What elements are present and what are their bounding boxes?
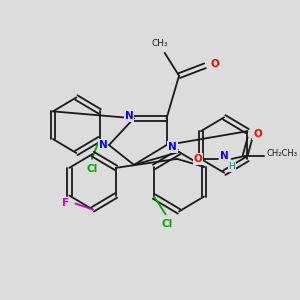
Text: N: N: [99, 140, 108, 150]
Text: O: O: [210, 59, 219, 69]
Text: N: N: [168, 142, 177, 152]
Text: N: N: [125, 111, 134, 121]
Text: CH₂CH₃: CH₂CH₃: [266, 149, 297, 158]
Text: O: O: [0, 299, 1, 300]
Text: F: F: [62, 199, 69, 208]
Text: O: O: [253, 129, 262, 139]
Text: CH₃: CH₃: [152, 40, 168, 49]
Text: H: H: [228, 162, 235, 171]
Text: N: N: [220, 151, 228, 161]
Text: Cl: Cl: [86, 164, 98, 174]
Text: O: O: [194, 154, 203, 164]
Text: Cl: Cl: [162, 219, 173, 229]
